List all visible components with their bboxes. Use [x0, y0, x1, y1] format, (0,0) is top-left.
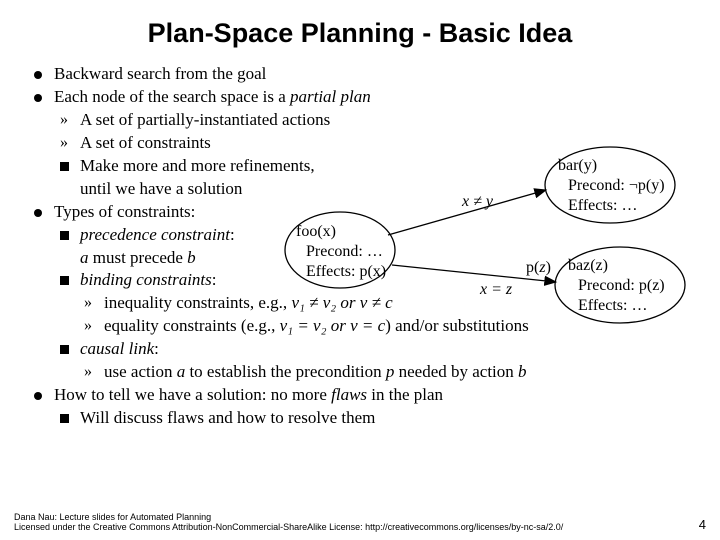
baz-l2: Effects: … [568, 296, 665, 316]
label-pz: p(z) [526, 258, 551, 278]
baz-box: baz(z) Precond: p(z) Effects: … [568, 256, 665, 316]
foo-box: foo(x) Precond: … Effects: p(x) [296, 222, 386, 282]
text: needed by action [394, 362, 518, 381]
text: must precede [89, 248, 188, 267]
text: to establish the precondition [185, 362, 386, 381]
sub-bullet: A set of constraints [32, 132, 688, 155]
text: equality constraints (e.g., [104, 316, 280, 335]
sub-bullet: causal link: [32, 338, 688, 361]
text: : [154, 339, 159, 358]
text: in the plan [367, 385, 443, 404]
slide: Plan-Space Planning - Basic Idea Backwar… [0, 0, 720, 540]
sub-sub-bullet: use action a to establish the preconditi… [32, 361, 688, 384]
text-italic: precedence constraint [80, 225, 230, 244]
sub-bullet: A set of partially-instantiated actions [32, 109, 688, 132]
text-italic: causal link [80, 339, 154, 358]
bullet-item: Each node of the search space is a parti… [32, 86, 688, 109]
slide-title: Plan-Space Planning - Basic Idea [32, 18, 688, 49]
text-italic: flaws [331, 385, 367, 404]
footer-line2: Licensed under the Creative Commons Attr… [14, 522, 706, 532]
text-italic: b [187, 248, 196, 267]
bar-box: bar(y) Precond: ¬p(y) Effects: … [558, 156, 665, 216]
text: : [212, 270, 217, 289]
text: inequality constraints, e.g., [104, 293, 291, 312]
footer: Dana Nau: Lecture slides for Automated P… [14, 512, 706, 532]
text: Each node of the search space is a [54, 87, 290, 106]
label-xz: x = z [480, 280, 512, 300]
text: : [230, 225, 235, 244]
text-italic: partial plan [290, 87, 371, 106]
bar-l1: Precond: ¬p(y) [558, 176, 665, 196]
foo-l2: Effects: p(x) [296, 262, 386, 282]
baz-l1: Precond: p(z) [568, 276, 665, 296]
sub-bullet: Make more and more refinements, until we… [32, 155, 332, 201]
bar-l2: Effects: … [558, 196, 665, 216]
text: use action [104, 362, 177, 381]
foo-l1: Precond: … [296, 242, 386, 262]
sub-bullet: Will discuss flaws and how to resolve th… [32, 407, 688, 430]
label-xy: x ≠ y [462, 192, 493, 212]
text-italic: b [518, 362, 527, 381]
text: How to tell we have a solution: no more [54, 385, 331, 404]
bullet-item: Backward search from the goal [32, 63, 688, 86]
text-italic: a [177, 362, 186, 381]
baz-title: baz(z) [568, 256, 665, 276]
footer-line1: Dana Nau: Lecture slides for Automated P… [14, 512, 706, 522]
text-italic: binding constraints [80, 270, 212, 289]
text-italic: a [80, 248, 89, 267]
bar-title: bar(y) [558, 156, 665, 176]
bullet-item: How to tell we have a solution: no more … [32, 384, 688, 407]
diagram: foo(x) Precond: … Effects: p(x) bar(y) P… [290, 160, 690, 330]
foo-title: foo(x) [296, 222, 386, 242]
page-number: 4 [699, 517, 706, 532]
